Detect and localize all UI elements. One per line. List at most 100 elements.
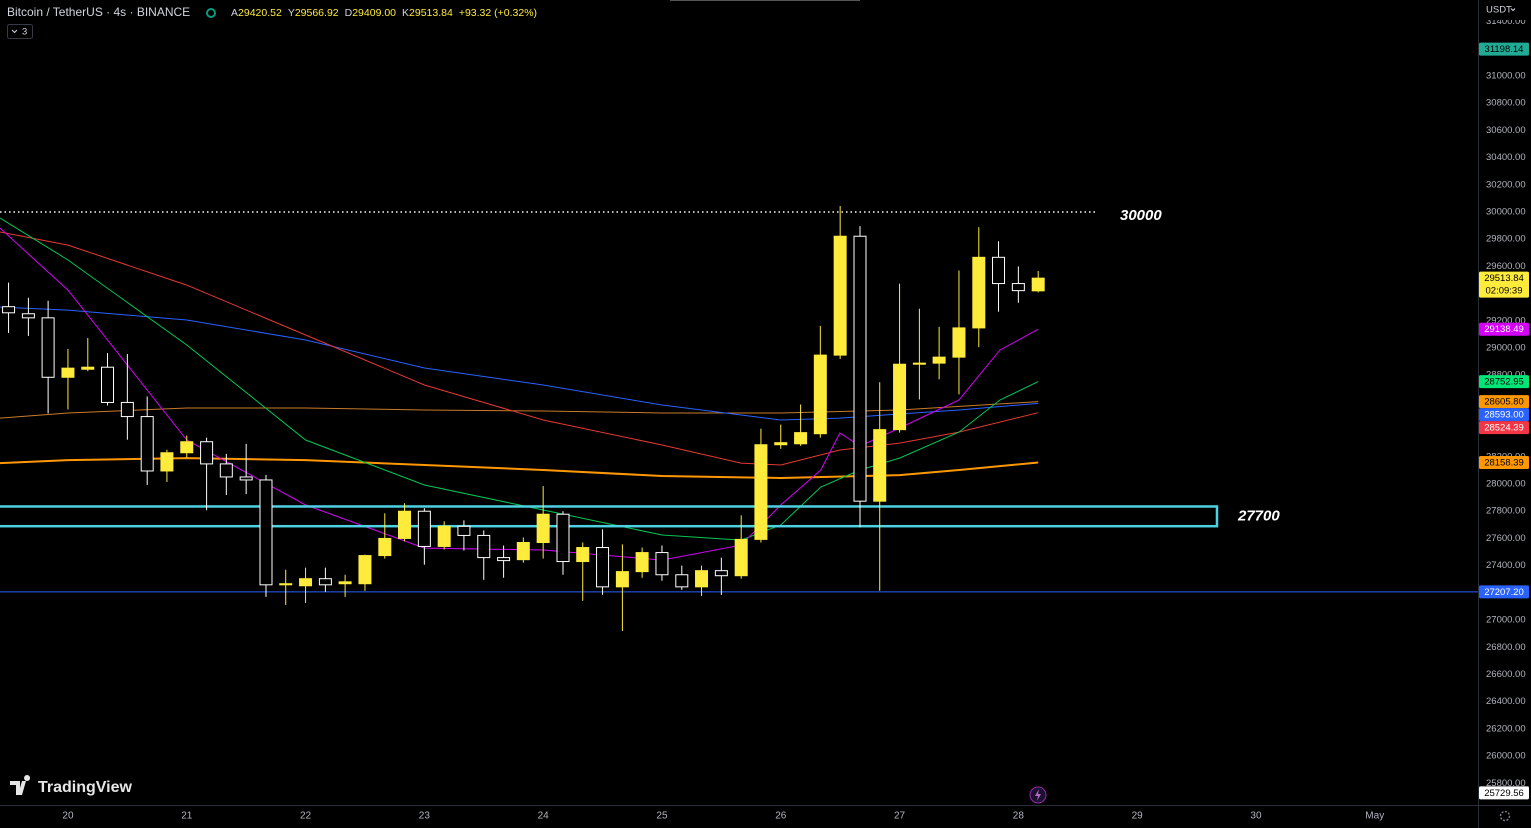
candle-body	[378, 537, 392, 557]
candle-body	[259, 479, 273, 586]
candle-body	[477, 534, 491, 559]
price-badge	[1479, 455, 1529, 469]
candle-body	[813, 354, 827, 435]
candle-body	[1011, 283, 1025, 292]
candle-body	[992, 256, 1006, 285]
candle-body	[81, 366, 95, 370]
x-tick-label: 29	[1132, 811, 1144, 822]
x-tick-label: 23	[419, 811, 431, 822]
y-tick-label: 29600.00	[1486, 261, 1526, 272]
price-badge-label: 28158.39	[1484, 458, 1524, 469]
ohlc-value: 29513.84	[409, 7, 453, 19]
candle-body	[615, 571, 629, 588]
x-tick-label: 30	[1250, 811, 1262, 822]
y-tick-label: 29800.00	[1486, 234, 1526, 245]
candle-body	[873, 429, 887, 502]
currency-selector[interactable]: USDT	[1486, 5, 1512, 16]
y-tick-label: 27400.00	[1486, 560, 1526, 571]
candle-body	[437, 525, 451, 547]
y-tick-label: 30000.00	[1486, 207, 1526, 218]
price-badge	[1479, 786, 1529, 800]
level-label: 30000	[1120, 207, 1162, 224]
y-tick-label: 26400.00	[1486, 696, 1526, 707]
y-tick-label: 27600.00	[1486, 533, 1526, 544]
y-tick-label: 29200.00	[1486, 315, 1526, 326]
candle-body	[556, 513, 570, 563]
candle-body	[972, 256, 986, 329]
ohlc-value: 29566.92	[295, 7, 339, 19]
candle-body	[2, 306, 16, 314]
candle-body	[853, 235, 867, 502]
candle-body	[180, 441, 194, 454]
price-badge-label: 28605.80	[1484, 397, 1524, 408]
y-tick-label: 25800.00	[1486, 778, 1526, 789]
candle-body	[1031, 277, 1045, 292]
support-zone	[0, 505, 1219, 528]
price-badge-label: 28752.95	[1484, 377, 1524, 388]
x-tick-label: 27	[894, 811, 906, 822]
price-badge	[1479, 271, 1529, 298]
price-badge	[1479, 42, 1529, 56]
candle-body	[754, 444, 768, 540]
candle-body	[635, 552, 649, 573]
y-tick-label: 31000.00	[1486, 71, 1526, 82]
candle-body	[358, 555, 372, 585]
price-badge-label: 29513.84	[1484, 273, 1524, 284]
y-tick-label: 29000.00	[1486, 343, 1526, 354]
candle-body	[695, 570, 709, 588]
ohlc-value: 29420.52	[238, 7, 282, 19]
zone-label: 27700	[1237, 507, 1280, 524]
x-tick-label: 21	[181, 811, 193, 822]
candle-body	[734, 538, 748, 577]
ohlc-key: K	[402, 7, 409, 19]
candle-body	[596, 547, 610, 588]
y-tick-label: 27800.00	[1486, 506, 1526, 517]
candle-body	[140, 416, 154, 472]
price-badge-label: 28593.00	[1484, 410, 1524, 421]
candle-body	[299, 578, 313, 587]
candle-body	[833, 235, 847, 356]
candle-body	[279, 583, 293, 586]
price-badge	[1479, 408, 1529, 422]
candle-body	[41, 317, 55, 378]
candle-body	[932, 356, 946, 364]
price-badge-countdown: 02:09:39	[1486, 286, 1523, 297]
candle-body	[655, 552, 669, 576]
x-tick-label: 24	[538, 811, 550, 822]
price-badge-label: 28524.39	[1484, 423, 1524, 434]
candle-body	[774, 442, 788, 446]
price-badge	[1479, 585, 1529, 599]
currency-bg	[1479, 0, 1531, 20]
ohlc-change: +93.32 (+0.32%)	[459, 7, 537, 19]
candle-body	[398, 510, 412, 539]
y-tick-label: 31400.00	[1486, 16, 1526, 27]
collapse-button[interactable]	[7, 24, 33, 39]
price-badge-label: 29138.49	[1484, 324, 1524, 335]
price-badge	[1479, 322, 1529, 336]
market-status[interactable]	[206, 8, 216, 18]
symbol-title[interactable]: Bitcoin / TetherUS · 4s · BINANCE	[7, 5, 190, 19]
y-tick-label: 27000.00	[1486, 615, 1526, 626]
y-tick-label: 26000.00	[1486, 751, 1526, 762]
candle-body	[338, 581, 352, 585]
x-tick-label: 28	[1013, 811, 1025, 822]
candle-body	[893, 363, 907, 431]
axes: 25800.00 26000.00 26200.00 26400.00 26600.00…	[62, 16, 1531, 822]
price-badge	[1479, 421, 1529, 435]
moving-average-line	[0, 306, 1039, 421]
candle-body	[576, 547, 590, 563]
ohlc-key: A	[231, 7, 238, 19]
ohlc-legend: A29420.52 Y29566.92 D29409.00 K29513.84 +93.…	[231, 7, 537, 19]
indicator-count[interactable]: 3	[22, 27, 27, 38]
plot-area: 30000 27700	[0, 206, 1478, 632]
candle-body	[21, 313, 35, 319]
header: Bitcoin / TetherUS · 4s · BINANCE A29420…	[7, 0, 1531, 822]
brand-name[interactable]: TradingView	[38, 779, 133, 796]
settings-icon[interactable]	[1499, 810, 1511, 822]
candle-body	[536, 513, 550, 544]
y-tick-label: 26600.00	[1486, 669, 1526, 680]
price-badge	[1479, 375, 1529, 389]
candle-body	[120, 401, 134, 418]
